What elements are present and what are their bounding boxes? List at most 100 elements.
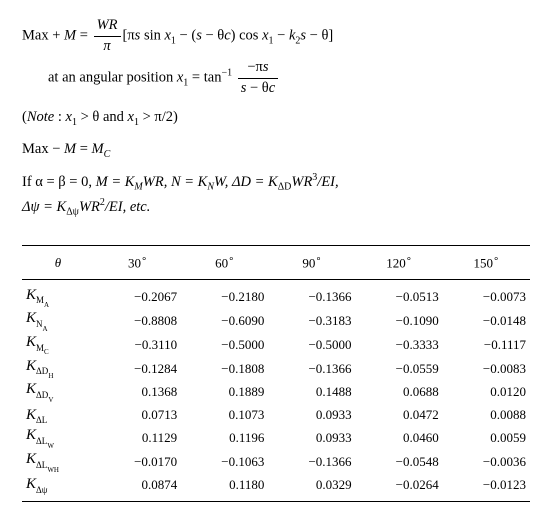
sup: −1 <box>221 68 232 79</box>
table-header-row: θ 30∘ 60∘ 90∘ 120∘ 150∘ <box>22 246 530 280</box>
txt: > π/2) <box>139 109 178 125</box>
cell: 0.0088 <box>443 404 530 426</box>
table-row: KΔDV0.13680.18890.14880.06880.0120 <box>22 380 530 404</box>
cell: 0.0933 <box>268 404 355 426</box>
cell: −0.1366 <box>268 356 355 380</box>
cell: −0.0073 <box>443 280 530 309</box>
cell: −0.1090 <box>356 309 443 333</box>
cell: 0.0329 <box>268 474 355 502</box>
table-row: KMC−0.3110−0.5000−0.5000−0.3333−0.1117 <box>22 333 530 357</box>
txt: = <box>76 141 91 157</box>
note-line: (Note : x1 > θ and x1 > π/2) <box>22 108 530 129</box>
cell: −0.0559 <box>356 356 443 380</box>
cell: −0.5000 <box>181 333 268 357</box>
txt: W, ΔD = K <box>214 174 278 190</box>
cell: −0.0036 <box>443 450 530 474</box>
txt: − ( <box>176 27 196 43</box>
cell: −0.1063 <box>181 450 268 474</box>
cell: −0.0123 <box>443 474 530 502</box>
cell: −0.1366 <box>268 450 355 474</box>
cell: 0.0120 <box>443 380 530 404</box>
cell: −0.1808 <box>181 356 268 380</box>
col-60: 60∘ <box>181 246 268 280</box>
txt: WR, N = K <box>143 174 208 190</box>
cell: 0.1889 <box>181 380 268 404</box>
fraction: −πs s − θc <box>238 58 278 98</box>
sub: N <box>207 182 214 193</box>
numerator: −πs <box>238 58 278 78</box>
cell: −0.0264 <box>356 474 443 502</box>
cell: −0.3333 <box>356 333 443 357</box>
sub: C <box>104 149 111 160</box>
txt: [π <box>123 27 135 43</box>
fraction: WR π <box>94 16 121 56</box>
cell: 0.0688 <box>356 380 443 404</box>
col-30: 30∘ <box>94 246 181 280</box>
cell: −0.0148 <box>443 309 530 333</box>
row-label: KΔL <box>22 404 94 426</box>
denominator: π <box>94 36 121 57</box>
row-label: KΔDH <box>22 356 94 380</box>
cell: 0.1196 <box>181 426 268 450</box>
row-label: KMC <box>22 333 94 357</box>
cell: 0.0472 <box>356 404 443 426</box>
txt: : <box>54 109 65 125</box>
cell: 0.1129 <box>94 426 181 450</box>
sub: Δψ <box>66 207 79 218</box>
table-row: KΔDH−0.1284−0.1808−0.1366−0.0559−0.0083 <box>22 356 530 380</box>
cell: 0.0059 <box>443 426 530 450</box>
cell: −0.0170 <box>94 450 181 474</box>
txt: = tan <box>188 70 221 86</box>
sub: M <box>134 182 142 193</box>
table-row: KΔL0.07130.10730.09330.04720.0088 <box>22 404 530 426</box>
col-theta: θ <box>22 246 94 280</box>
txt: at an angular position <box>48 70 177 86</box>
cell: 0.0460 <box>356 426 443 450</box>
txt: M = K <box>96 174 135 190</box>
table-row: KMA−0.2067−0.2180−0.1366−0.0513−0.0073 <box>22 280 530 309</box>
cell: 0.0874 <box>94 474 181 502</box>
cell: −0.6090 <box>181 309 268 333</box>
row-label: KMA <box>22 280 94 309</box>
table-row: KΔLWH−0.0170−0.1063−0.1366−0.0548−0.0036 <box>22 450 530 474</box>
cell: −0.0548 <box>356 450 443 474</box>
txt: > θ and <box>77 109 128 125</box>
cell: −0.2180 <box>181 280 268 309</box>
eq-angular-position: at an angular position x1 = tan−1 −πs s … <box>48 58 530 98</box>
cell: 0.1073 <box>181 404 268 426</box>
psi-line: Δψ = KΔψWR2/EI, etc. <box>22 196 530 219</box>
txt: If α = β = 0, <box>22 174 96 190</box>
eq-max-minus-m: Max − M = MC <box>22 140 530 161</box>
if-line: If α = β = 0, M = KMWR, N = KNW, ΔD = KΔ… <box>22 171 530 194</box>
cell: −0.8808 <box>94 309 181 333</box>
row-label: KNA <box>22 309 94 333</box>
cell: −0.2067 <box>94 280 181 309</box>
cell: 0.1180 <box>181 474 268 502</box>
cell: 0.1368 <box>94 380 181 404</box>
txt: M <box>64 27 76 43</box>
txt: M <box>64 141 76 157</box>
col-120: 120∘ <box>356 246 443 280</box>
cell: −0.0513 <box>356 280 443 309</box>
row-label: KΔDV <box>22 380 94 404</box>
cell: −0.3110 <box>94 333 181 357</box>
denominator: s − θc <box>238 78 278 99</box>
sub: ΔD <box>278 182 292 193</box>
row-label: KΔLWH <box>22 450 94 474</box>
cell: −0.0083 <box>443 356 530 380</box>
numerator: WR <box>94 16 121 36</box>
coefficient-table: θ 30∘ 60∘ 90∘ 120∘ 150∘ KMA−0.2067−0.218… <box>22 245 530 501</box>
row-label: KΔψ <box>22 474 94 502</box>
txt: ) cos <box>231 27 262 43</box>
txt: − <box>274 27 289 43</box>
cell: 0.0713 <box>94 404 181 426</box>
txt: = <box>76 27 91 43</box>
txt: Max <box>22 27 49 43</box>
table-row: KNA−0.8808−0.6090−0.3183−0.1090−0.0148 <box>22 309 530 333</box>
txt: − θ <box>202 27 224 43</box>
eq-max-plus-m: Max + M = WR π [πs sin x1 − (s − θc) cos… <box>22 16 530 56</box>
txt: Max − <box>22 141 64 157</box>
cell: −0.1117 <box>443 333 530 357</box>
txt: Δψ = K <box>22 199 66 215</box>
txt: WR <box>79 199 100 215</box>
